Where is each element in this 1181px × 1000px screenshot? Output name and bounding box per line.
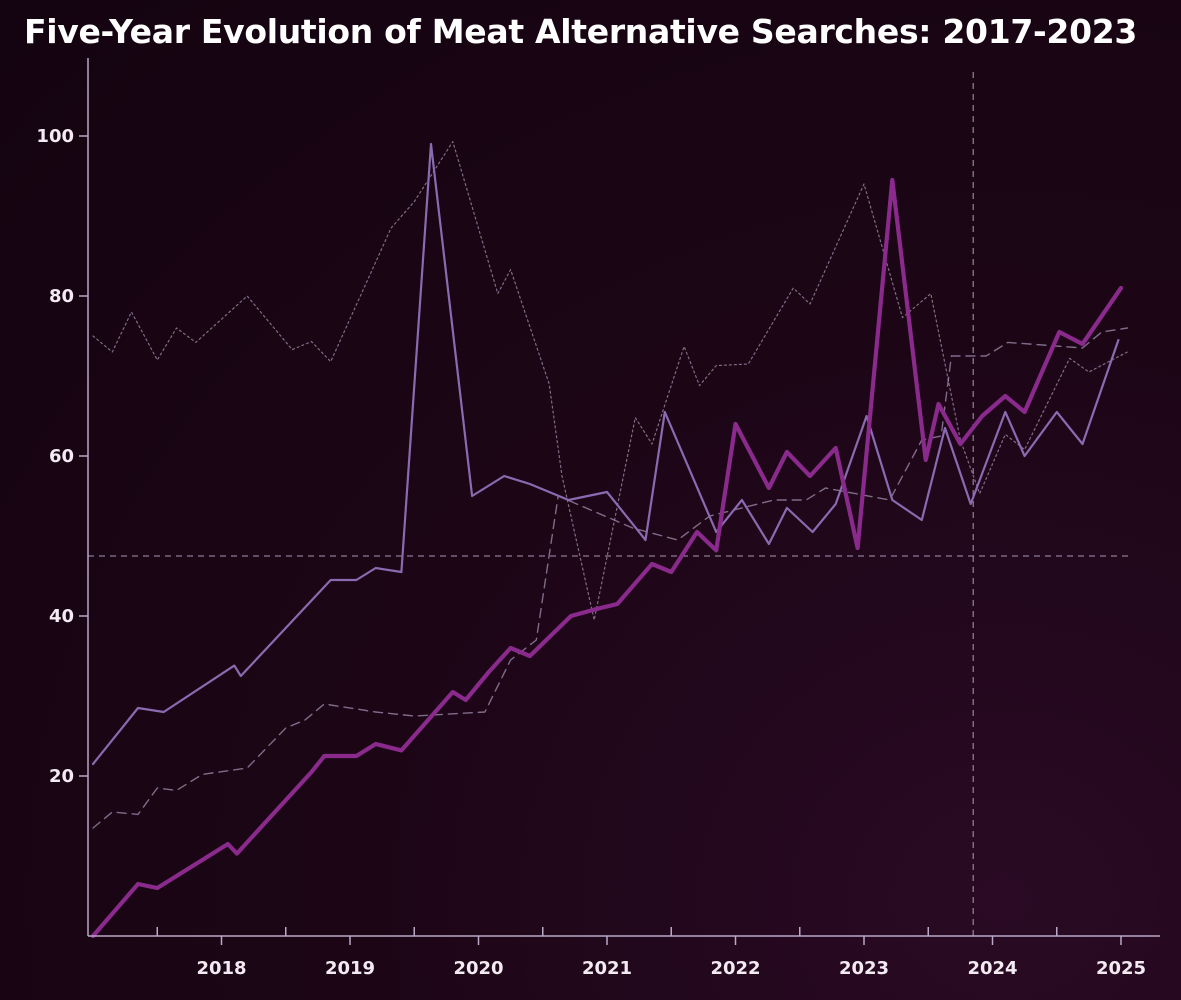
x-tick-label-2020: 2020 [453, 958, 503, 979]
series-layer [90, 141, 1129, 939]
x-tick-label-2024: 2024 [967, 958, 1017, 979]
x-ticks: 2018 2019 2020 2021 2022 2023 2024 2025 [156, 927, 1146, 979]
chart-title: Five-Year Evolution of Meat Alternative … [24, 12, 1138, 51]
x-tick-label-2018: 2018 [196, 958, 246, 979]
series-line-dotted [92, 141, 1129, 621]
y-tick-label-100: 100 [36, 126, 74, 147]
x-tick-label-2019: 2019 [325, 958, 375, 979]
y-ticks: 20 40 60 80 100 [36, 126, 88, 787]
x-tick-label-2021: 2021 [582, 958, 632, 979]
y-tick-label-20: 20 [49, 766, 74, 787]
series-line-thick [90, 177, 1124, 939]
series-line-dashed [92, 327, 1129, 829]
x-tick-label-2022: 2022 [710, 958, 760, 979]
axes [87, 58, 1160, 937]
series-line-solid [91, 142, 1120, 766]
y-tick-label-40: 40 [49, 606, 74, 627]
x-tick-label-2023: 2023 [839, 958, 889, 979]
reference-lines [88, 72, 1132, 936]
x-tick-label-2025: 2025 [1096, 958, 1146, 979]
y-tick-label-60: 60 [49, 446, 74, 467]
y-tick-label-80: 80 [49, 286, 74, 307]
